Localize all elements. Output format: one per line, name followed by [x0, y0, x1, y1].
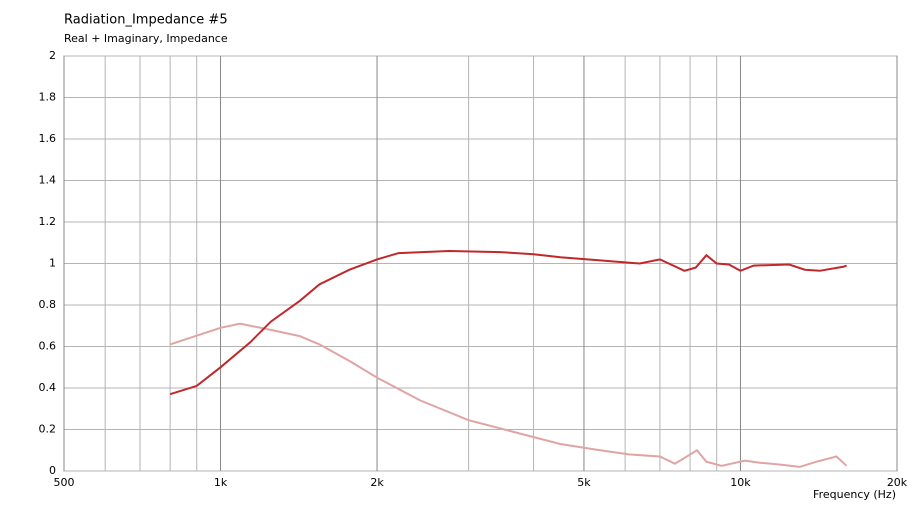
x-tick-label: 500	[54, 476, 75, 489]
y-tick-label: 1.6	[39, 132, 57, 145]
chart-title: Radiation_Impedance #5	[64, 13, 228, 28]
y-tick-label: 1.4	[39, 174, 57, 187]
y-tick-label: 0.4	[39, 381, 57, 394]
y-tick-label: 2	[49, 49, 56, 62]
x-tick-label: 5k	[577, 476, 591, 489]
y-tick-label: 1	[49, 257, 56, 270]
y-tick-label: 0.2	[39, 423, 57, 436]
series-line	[169, 322, 848, 468]
x-tick-label: 10k	[730, 476, 751, 489]
y-tick-label: 0.8	[39, 298, 57, 311]
y-tick-label: 1.8	[39, 91, 57, 104]
chart-subtitle: Real + Imaginary, Impedance	[64, 32, 228, 45]
series-line	[169, 249, 847, 396]
y-tick-label: 1.2	[39, 215, 57, 228]
x-tick-label: 20k	[887, 476, 908, 489]
x-tick-label: 1k	[214, 476, 228, 489]
y-tick-label: 0	[49, 464, 56, 477]
x-tick-label: 2k	[370, 476, 384, 489]
y-tick-label: 0.6	[39, 340, 57, 353]
x-axis-label: Frequency (Hz)	[813, 488, 896, 501]
